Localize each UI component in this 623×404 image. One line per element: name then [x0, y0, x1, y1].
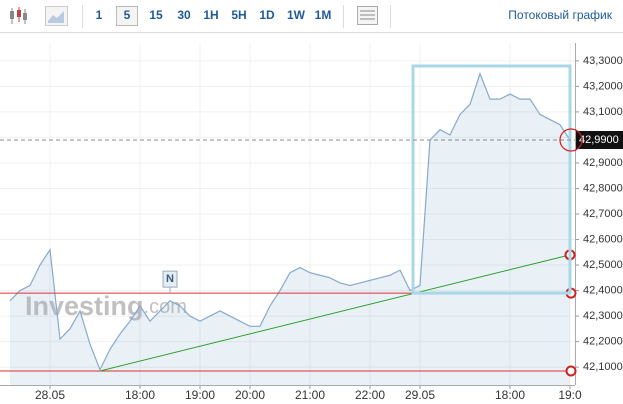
- event-marker: [162, 270, 178, 288]
- y-tick-label: 43,3000: [583, 55, 623, 67]
- interval-button[interactable]: 1W: [287, 8, 306, 22]
- y-tick-label: 42,8000: [583, 182, 623, 194]
- last-price-handle: [559, 128, 583, 152]
- toolbar: [0, 0, 623, 32]
- interval-button[interactable]: 5H: [231, 8, 246, 22]
- last-price-tag: [576, 130, 623, 149]
- candle-icon[interactable]: [10, 7, 27, 24]
- level-handle: [565, 365, 577, 377]
- event-label: N: [166, 273, 174, 285]
- y-tick-label: 42,1000: [583, 361, 623, 373]
- interval-button[interactable]: 1: [96, 8, 103, 22]
- highlight-box: [411, 64, 572, 295]
- x-tick-label: 29.05: [405, 388, 435, 402]
- x-tick-label: 28.05: [35, 388, 65, 402]
- y-tick-label: 42,4000: [583, 284, 623, 296]
- watermark-main: Investing: [25, 291, 144, 321]
- area-icon[interactable]: [45, 6, 68, 26]
- x-tick-label: 18:00: [495, 388, 525, 402]
- x-tick-label: 22:00: [355, 388, 385, 402]
- y-tick-label: 42,5000: [583, 259, 623, 271]
- trend-line: [99, 254, 571, 372]
- interval-selected: [116, 6, 138, 26]
- interval-button[interactable]: 30: [177, 8, 191, 22]
- y-tick-label: 43,2000: [583, 80, 623, 92]
- x-tick-label: 19:0: [558, 388, 582, 402]
- interval-button[interactable]: 1M: [315, 8, 332, 22]
- price-line: [9, 71, 571, 372]
- table-icon[interactable]: [357, 6, 378, 25]
- interval-button[interactable]: 5: [124, 8, 131, 22]
- y-tick-label: 42,7000: [583, 208, 623, 220]
- x-tick-label: 19:00: [185, 388, 215, 402]
- y-tick-label: 43,1000: [583, 106, 623, 118]
- interval-button[interactable]: 1H: [203, 8, 218, 22]
- y-tick-label: 42,3000: [583, 310, 623, 322]
- x-tick-label: 21:00: [295, 388, 325, 402]
- area-fill: [10, 73, 570, 386]
- x-tick-label: 18:00: [125, 388, 155, 402]
- watermark-suffix: .com: [144, 296, 187, 318]
- y-tick-label: 42,6000: [583, 233, 623, 245]
- last-price-label: 42,9900: [579, 134, 619, 146]
- stream-chart-link[interactable]: Потоковый график: [508, 8, 612, 22]
- y-tick-label: 42,9000: [583, 157, 623, 169]
- y-tick-label: 42,2000: [583, 336, 623, 348]
- watermark: Investing.com: [25, 291, 187, 321]
- x-tick-label: 20:00: [235, 388, 265, 402]
- interval-button[interactable]: 1D: [259, 8, 275, 22]
- interval-button[interactable]: 15: [149, 8, 163, 22]
